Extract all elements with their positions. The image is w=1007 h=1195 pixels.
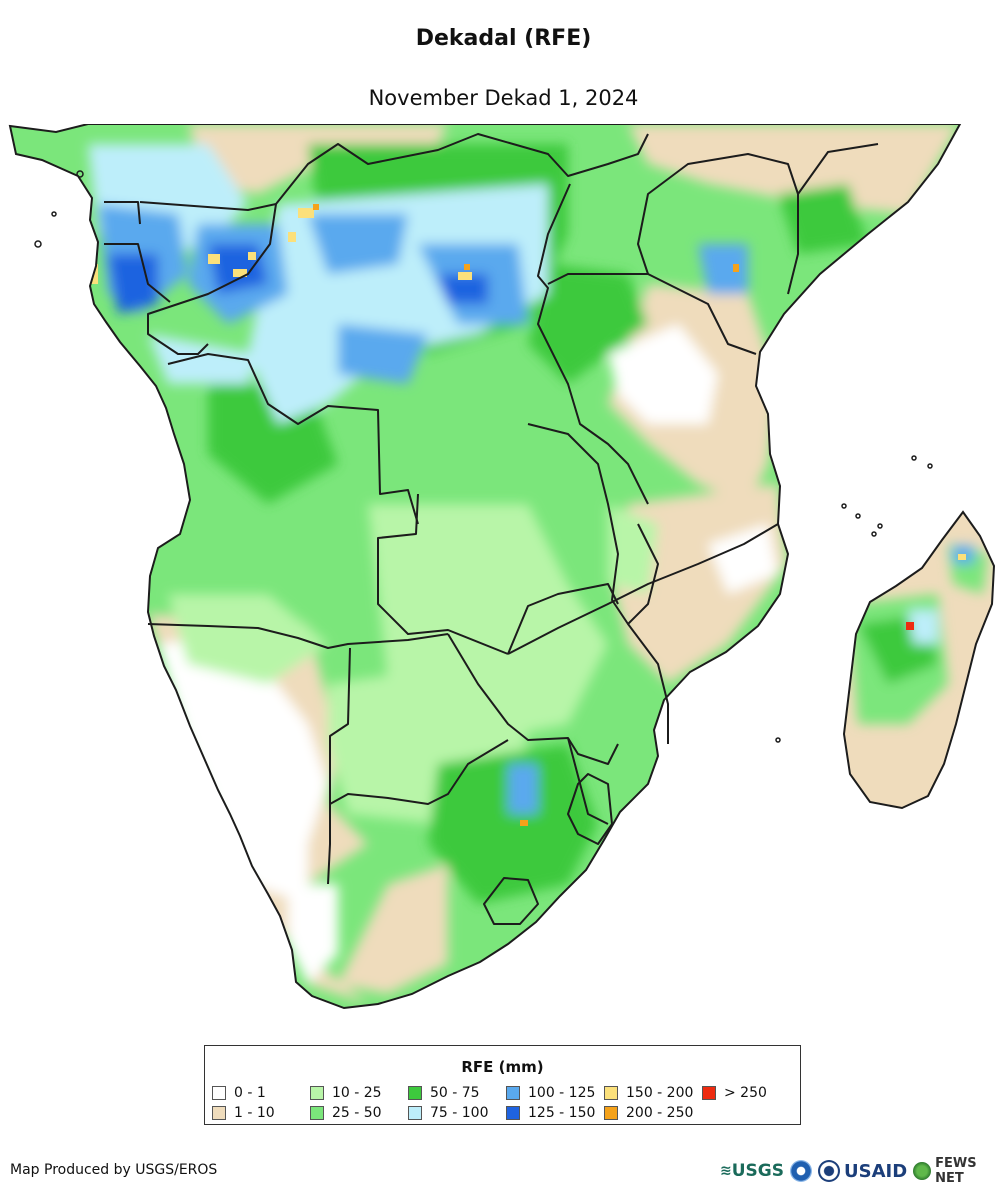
usgs-logo: ≋ USGS (720, 1161, 784, 1181)
legend: RFE (mm) 0 - 1 1 - 10 10 - 25 25 - 50 50 - 7… (204, 1045, 801, 1125)
usaid-logo: USAID (843, 1160, 908, 1182)
legend-label: 1 - 10 (234, 1105, 275, 1121)
legend-label: 100 - 125 (528, 1085, 596, 1101)
legend-item: 200 - 250 (604, 1104, 704, 1122)
legend-swatch (702, 1086, 716, 1100)
legend-swatch (310, 1086, 324, 1100)
legend-item: 125 - 150 (506, 1104, 606, 1122)
legend-label: 150 - 200 (626, 1085, 694, 1101)
legend-item: 50 - 75 (408, 1084, 508, 1102)
legend-label: 25 - 50 (332, 1105, 382, 1121)
noaa-seal-icon (789, 1160, 812, 1182)
madagascar-field (844, 512, 994, 808)
credit-text: Map Produced by USGS/EROS (10, 1162, 218, 1178)
fews-net-logo: FEWS NET (935, 1156, 977, 1186)
legend-swatch (604, 1086, 618, 1100)
legend-swatch (212, 1106, 226, 1120)
legend-swatch (506, 1086, 520, 1100)
legend-swatch (408, 1086, 422, 1100)
legend-swatch (408, 1106, 422, 1120)
legend-item: 1 - 10 (212, 1104, 312, 1122)
map-subtitle: November Dekad 1, 2024 (368, 86, 639, 110)
legend-item: 0 - 1 (212, 1084, 312, 1102)
country-borders (104, 133, 879, 925)
legend-item: 10 - 25 (310, 1084, 410, 1102)
legend-item: 100 - 125 (506, 1084, 606, 1102)
legend-label: > 250 (724, 1085, 767, 1101)
legend-swatch (212, 1086, 226, 1100)
legend-items: 0 - 1 1 - 10 10 - 25 25 - 50 50 - 75 75 - 100… (212, 1084, 797, 1124)
legend-label: 0 - 1 (234, 1085, 266, 1101)
legend-item: 25 - 50 (310, 1104, 410, 1122)
legend-label: 125 - 150 (528, 1105, 596, 1121)
legend-title: RFE (mm) (461, 1058, 544, 1076)
legend-item: > 250 (702, 1084, 802, 1102)
usaid-seal-icon (817, 1160, 840, 1182)
legend-swatch (310, 1106, 324, 1120)
precipitation-field (10, 124, 960, 1008)
legend-label: 50 - 75 (430, 1085, 480, 1101)
legend-swatch (604, 1106, 618, 1120)
fews-globe-icon (913, 1162, 932, 1180)
map-title: Dekadal (RFE) (415, 26, 592, 51)
islands (34, 170, 933, 743)
legend-label: 10 - 25 (332, 1085, 382, 1101)
usgs-wave-icon: ≋ (720, 1163, 732, 1179)
rainfall-map (9, 124, 995, 1009)
legend-label: 200 - 250 (626, 1105, 694, 1121)
agency-logos: ≋ USGS USAID FEWS NET (720, 1156, 1002, 1186)
legend-item: 75 - 100 (408, 1104, 508, 1122)
legend-label: 75 - 100 (430, 1105, 489, 1121)
legend-swatch (506, 1106, 520, 1120)
legend-item: 150 - 200 (604, 1084, 704, 1102)
